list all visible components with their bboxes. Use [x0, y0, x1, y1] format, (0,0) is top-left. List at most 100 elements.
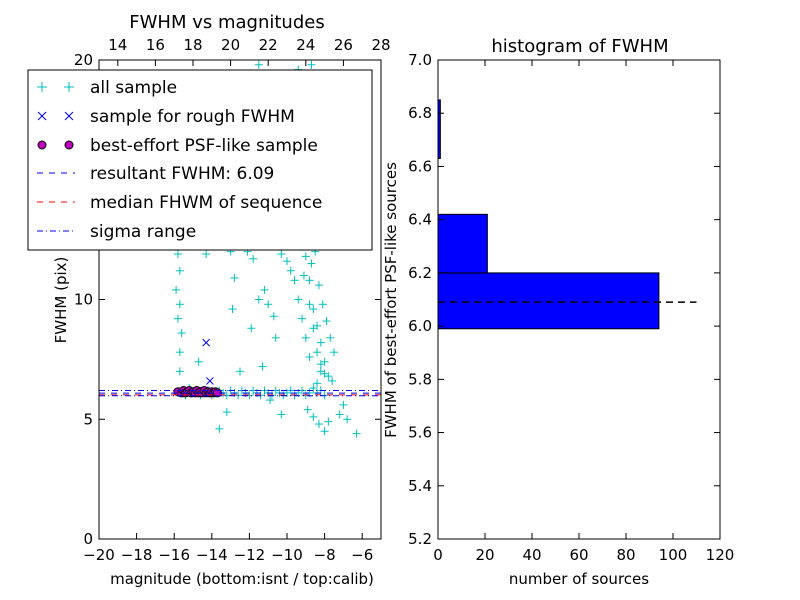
x-tick-label: 120	[706, 546, 735, 564]
x-tick-label: −12	[234, 546, 266, 564]
all-sample-point	[316, 338, 325, 347]
all-sample-point	[316, 360, 325, 369]
all-sample-point	[335, 410, 344, 419]
legend-label: all sample	[90, 78, 177, 98]
top-x-tick-label: 24	[296, 36, 315, 54]
legend-entry-median-fwhm: median FHWM of sequence	[37, 193, 322, 213]
all-sample-point	[322, 317, 331, 326]
x-tick-label: 40	[522, 546, 541, 564]
all-sample-point	[271, 333, 280, 342]
all-sample-point	[352, 429, 361, 438]
x-tick-label: −20	[83, 546, 115, 564]
y-tick-label: 5.6	[408, 424, 432, 442]
all-sample-point	[313, 379, 322, 388]
x-tick-label: −6	[351, 546, 373, 564]
all-sample-point	[318, 300, 327, 309]
all-sample-point	[324, 417, 333, 426]
all-sample-point	[258, 362, 267, 371]
all-sample-point	[320, 369, 329, 378]
y-tick-label: 6.2	[408, 264, 432, 282]
all-sample-point	[309, 412, 318, 421]
all-sample-point	[260, 285, 269, 294]
x-tick-label: −10	[271, 546, 303, 564]
all-sample-point	[339, 400, 348, 409]
histogram-y-ticks: 5.2 5.4 5.6 5.8 6.0 6.2 6.4 6.6 6.8 7.0	[408, 51, 720, 548]
histogram-x-axis-label: number of sources	[509, 570, 649, 588]
top-x-tick-label: 22	[259, 36, 278, 54]
all-sample-point	[247, 324, 256, 333]
x-tick-label: 80	[616, 546, 635, 564]
all-sample-point	[175, 300, 184, 309]
all-sample-point	[309, 324, 318, 333]
rough-fwhm-point	[202, 338, 211, 347]
all-sample-point	[236, 367, 244, 376]
all-sample-point	[230, 273, 239, 282]
all-sample-point	[301, 333, 310, 342]
y-tick-label: 0	[83, 530, 93, 548]
legend-label: best-effort PSF-like sample	[90, 136, 318, 156]
top-x-tick-label: 14	[108, 36, 127, 54]
legend-entry-sigma-range: sigma range	[37, 222, 196, 242]
all-sample-point	[305, 276, 314, 285]
y-tick-label: 6.4	[408, 211, 432, 229]
all-sample-point	[277, 249, 286, 258]
legend-entry-resultant-fwhm: resultant FWHM: 6.09	[37, 164, 274, 184]
legend-label: resultant FWHM: 6.09	[90, 164, 274, 184]
top-x-tick-label: 18	[183, 36, 202, 54]
y-tick-label: 20	[74, 51, 93, 69]
all-sample-point	[328, 376, 337, 385]
histogram-bar	[437, 213, 488, 274]
all-sample-point	[222, 408, 231, 417]
all-sample-point	[309, 305, 318, 314]
all-sample-point	[294, 295, 303, 304]
all-sample-point	[314, 281, 323, 290]
all-sample-point	[299, 271, 308, 280]
all-sample-point	[290, 276, 299, 285]
all-sample-point	[314, 420, 323, 429]
all-sample-point	[172, 285, 181, 294]
all-sample-point	[175, 266, 184, 275]
x-tick-label: −18	[121, 546, 153, 564]
all-sample-point	[175, 348, 184, 357]
all-sample-point	[283, 257, 291, 266]
all-sample-point	[343, 415, 352, 424]
legend-label: sigma range	[90, 222, 196, 242]
y-tick-label: 10	[74, 291, 93, 309]
histogram-title: histogram of FWHM	[491, 36, 668, 57]
all-sample-point	[177, 329, 186, 338]
scatter-top-x-ticks: 14 16 18 20 22 24 26 28	[108, 36, 391, 66]
x-tick-label: 20	[475, 546, 494, 564]
legend-box	[27, 69, 373, 251]
y-tick-label: 6.6	[408, 157, 432, 175]
legend-entry-rough-fwhm: sample for rough FWHM	[37, 107, 295, 127]
all-sample-point	[194, 357, 203, 366]
all-sample-point	[307, 259, 316, 268]
y-tick-label: 6.0	[408, 317, 432, 335]
legend-label: sample for rough FWHM	[90, 107, 295, 127]
y-tick-label: 7.0	[408, 51, 432, 69]
all-sample-point	[175, 367, 184, 376]
all-sample-point	[173, 249, 182, 258]
y-tick-label: 5.2	[408, 530, 432, 548]
all-sample-point	[330, 348, 338, 357]
all-sample-point	[264, 300, 273, 309]
scatter-x-ticks: −20 −18 −16 −14 −12 −10 −8 −6	[83, 533, 373, 564]
all-sample-point	[249, 254, 258, 263]
x-tick-label: 100	[659, 546, 688, 564]
x-tick-label: 60	[569, 546, 588, 564]
y-tick-label: 5.4	[408, 477, 432, 495]
all-sample-point	[228, 305, 237, 314]
all-sample-point	[254, 295, 263, 304]
legend-label: median FHWM of sequence	[90, 193, 322, 213]
all-sample-point	[266, 396, 275, 405]
scatter-legend: all sample sample for rough FWHM best-ef…	[27, 69, 373, 251]
top-x-tick-label: 16	[146, 36, 165, 54]
all-sample-point	[298, 314, 307, 323]
top-x-tick-label: 26	[334, 36, 353, 54]
top-x-tick-label: 20	[221, 36, 240, 54]
all-sample-point	[254, 60, 263, 69]
scatter-y-axis-label: FWHM (pix)	[52, 257, 70, 344]
histogram-x-ticks: 0 20 40 60 80 100 120	[433, 60, 734, 564]
all-sample-point	[307, 60, 316, 69]
